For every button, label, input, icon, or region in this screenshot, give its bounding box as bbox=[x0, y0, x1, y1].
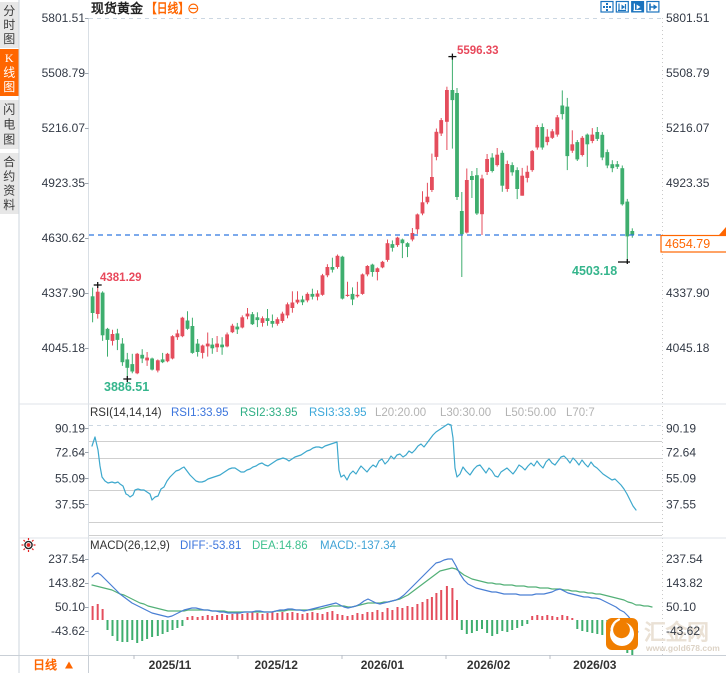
svg-text:237.54: 237.54 bbox=[666, 552, 703, 566]
svg-text:汇金网: 汇金网 bbox=[644, 620, 709, 645]
svg-text:时: 时 bbox=[3, 18, 15, 32]
svg-text:料: 料 bbox=[3, 198, 15, 212]
svg-text:MACD(26,12,9): MACD(26,12,9) bbox=[90, 540, 170, 552]
svg-text:4503.18: 4503.18 bbox=[572, 264, 617, 278]
svg-text:5801.51: 5801.51 bbox=[666, 11, 710, 25]
svg-text:5801.51: 5801.51 bbox=[42, 11, 86, 25]
svg-text:-43.62: -43.62 bbox=[51, 624, 85, 638]
svg-text:4337.90: 4337.90 bbox=[666, 286, 710, 300]
svg-text:日线: 日线 bbox=[33, 657, 57, 672]
svg-text:图: 图 bbox=[3, 32, 15, 46]
svg-text:MACD:-137.34: MACD:-137.34 bbox=[320, 540, 397, 552]
svg-text:2026/03: 2026/03 bbox=[573, 658, 617, 672]
svg-text:2025/11: 2025/11 bbox=[149, 658, 192, 672]
svg-text:5216.07: 5216.07 bbox=[666, 121, 710, 135]
svg-text:2026/02: 2026/02 bbox=[467, 658, 511, 672]
svg-text:DIFF:-53.81: DIFF:-53.81 bbox=[180, 540, 241, 552]
svg-text:55.09: 55.09 bbox=[55, 472, 85, 486]
svg-text:90.19: 90.19 bbox=[666, 422, 696, 436]
svg-text:143.82: 143.82 bbox=[666, 576, 703, 590]
svg-text:5596.33: 5596.33 bbox=[457, 45, 499, 57]
svg-text:5508.79: 5508.79 bbox=[42, 66, 86, 80]
svg-text:50.10: 50.10 bbox=[55, 600, 85, 614]
svg-text:55.09: 55.09 bbox=[666, 472, 696, 486]
svg-text:143.82: 143.82 bbox=[48, 576, 85, 590]
svg-text:4381.29: 4381.29 bbox=[100, 272, 142, 284]
svg-text:K: K bbox=[5, 51, 14, 65]
svg-text:3886.51: 3886.51 bbox=[104, 380, 149, 394]
svg-text:DEA:14.86: DEA:14.86 bbox=[252, 540, 308, 552]
svg-text:4630.62: 4630.62 bbox=[42, 231, 86, 245]
svg-text:L70:7: L70:7 bbox=[566, 407, 595, 419]
svg-text:4045.18: 4045.18 bbox=[666, 341, 710, 355]
svg-text:RSI1:33.95: RSI1:33.95 bbox=[171, 407, 229, 419]
svg-text:线: 线 bbox=[3, 66, 15, 80]
svg-text:5508.79: 5508.79 bbox=[666, 66, 710, 80]
svg-text:2025/12: 2025/12 bbox=[255, 658, 299, 672]
svg-text:资: 资 bbox=[3, 184, 15, 198]
svg-text:4654.79: 4654.79 bbox=[665, 237, 710, 251]
svg-text:L50:50.00: L50:50.00 bbox=[505, 407, 556, 419]
svg-text:4337.90: 4337.90 bbox=[42, 286, 86, 300]
svg-text:www.gold678.com: www.gold678.com bbox=[645, 643, 720, 653]
svg-text:72.64: 72.64 bbox=[55, 446, 85, 460]
svg-text:50.10: 50.10 bbox=[666, 600, 696, 614]
svg-text:2026/01: 2026/01 bbox=[361, 658, 405, 672]
svg-text:5216.07: 5216.07 bbox=[42, 121, 86, 135]
svg-text:237.54: 237.54 bbox=[48, 552, 85, 566]
svg-text:RSI2:33.95: RSI2:33.95 bbox=[240, 407, 298, 419]
svg-text:现货黄金: 现货黄金 bbox=[91, 1, 144, 16]
svg-text:图: 图 bbox=[3, 80, 15, 94]
svg-text:L20:20.00: L20:20.00 bbox=[375, 407, 426, 419]
svg-text:4923.35: 4923.35 bbox=[42, 176, 86, 190]
svg-text:RSI3:33.95: RSI3:33.95 bbox=[309, 407, 367, 419]
svg-text:37.55: 37.55 bbox=[55, 498, 85, 512]
svg-text:约: 约 bbox=[3, 168, 15, 183]
svg-text:闪: 闪 bbox=[3, 103, 15, 117]
svg-text:72.64: 72.64 bbox=[666, 446, 696, 460]
svg-text:分: 分 bbox=[3, 4, 15, 18]
svg-text:-43.62: -43.62 bbox=[666, 624, 700, 638]
svg-text:4045.18: 4045.18 bbox=[42, 341, 86, 355]
svg-text:【日线】: 【日线】 bbox=[146, 1, 189, 16]
svg-text:37.55: 37.55 bbox=[666, 498, 696, 512]
svg-text:RSI(14,14,14): RSI(14,14,14) bbox=[90, 407, 162, 419]
svg-text:电: 电 bbox=[3, 118, 15, 132]
svg-text:90.19: 90.19 bbox=[55, 422, 85, 436]
svg-text:4923.35: 4923.35 bbox=[666, 176, 710, 190]
svg-text:合: 合 bbox=[3, 154, 15, 169]
svg-text:图: 图 bbox=[3, 133, 15, 147]
svg-text:L30:30.00: L30:30.00 bbox=[440, 407, 491, 419]
